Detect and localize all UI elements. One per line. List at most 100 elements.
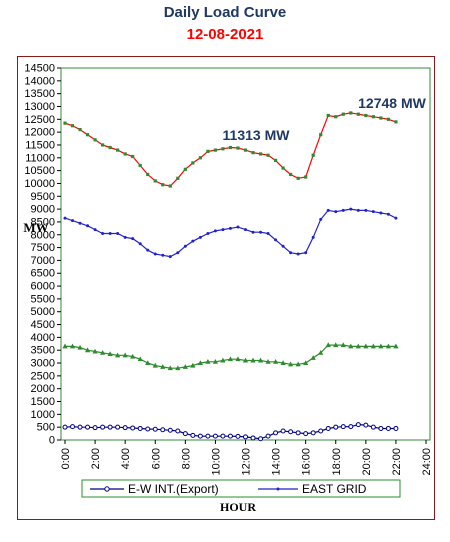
data-point	[107, 351, 113, 357]
data-point	[183, 244, 187, 248]
data-point	[190, 362, 196, 368]
data-point	[77, 424, 83, 430]
data-point	[220, 433, 226, 439]
data-point	[138, 242, 142, 246]
data-point	[265, 358, 271, 364]
chart-date: 12-08-2021	[186, 26, 264, 43]
data-point	[340, 342, 346, 348]
data-point	[183, 167, 187, 171]
data-point	[236, 146, 240, 150]
data-point	[243, 434, 248, 440]
data-point	[274, 238, 278, 242]
y-tick-label: 3000	[31, 358, 55, 370]
data-point	[310, 355, 316, 360]
data-point	[257, 357, 264, 363]
data-point	[190, 432, 196, 438]
data-point	[191, 161, 195, 165]
data-point	[288, 429, 294, 435]
y-tick-label: 2500	[31, 370, 55, 382]
y-tick-label: 7500	[31, 242, 55, 254]
data-point	[130, 425, 136, 431]
data-point	[370, 424, 376, 430]
data-point	[221, 228, 225, 232]
data-point	[348, 424, 354, 430]
x-tick-label: 16:00	[301, 448, 313, 476]
data-point	[92, 425, 98, 431]
data-point	[168, 184, 172, 188]
data-point	[212, 433, 218, 439]
data-point	[122, 352, 128, 358]
data-point	[385, 425, 391, 431]
y-tick-label: 5500	[31, 293, 55, 305]
data-point	[378, 425, 384, 431]
data-point	[311, 235, 315, 239]
y-tick-label: 10500	[24, 165, 55, 177]
data-point	[348, 343, 354, 349]
data-point	[137, 425, 143, 431]
data-point	[182, 431, 188, 437]
data-point	[325, 425, 331, 431]
data-point	[85, 424, 91, 430]
data-point	[295, 430, 301, 436]
data-point	[182, 364, 188, 369]
x-axis-label: HOUR	[220, 500, 256, 514]
data-point	[131, 154, 135, 159]
data-point	[115, 424, 121, 430]
data-point	[326, 208, 330, 212]
data-point	[116, 231, 120, 235]
data-point	[341, 112, 345, 116]
data-point	[349, 111, 353, 115]
data-point	[78, 127, 82, 132]
data-point	[288, 361, 294, 367]
data-point	[123, 235, 127, 239]
data-point	[363, 422, 369, 428]
data-point	[379, 116, 383, 120]
data-point	[340, 424, 346, 430]
data-point	[100, 349, 106, 355]
x-tick-label: 4:00	[120, 448, 132, 469]
data-point	[378, 343, 384, 349]
data-point	[152, 362, 158, 368]
data-point	[100, 424, 106, 430]
data-point	[235, 356, 241, 362]
data-point	[62, 424, 68, 430]
data-point	[356, 208, 360, 212]
data-point	[161, 183, 165, 187]
data-point	[310, 430, 316, 436]
data-point	[251, 151, 255, 155]
data-point	[93, 138, 97, 142]
data-point	[213, 229, 217, 233]
annotation-label: 11313 MW	[223, 127, 291, 143]
y-tick-label: 4500	[31, 319, 55, 331]
x-tick-label: 2:00	[90, 448, 102, 469]
data-point	[227, 356, 234, 362]
data-point	[393, 343, 399, 349]
data-point	[160, 364, 166, 369]
data-point	[63, 121, 67, 125]
data-point	[363, 343, 369, 349]
y-tick-label: 12500	[24, 114, 55, 126]
data-point	[385, 343, 391, 349]
data-point	[394, 216, 398, 220]
data-point	[304, 175, 308, 179]
data-point	[108, 231, 112, 235]
x-tick-label: 0:00	[60, 448, 72, 469]
data-point	[273, 158, 278, 162]
data-point	[167, 427, 173, 433]
data-point	[176, 176, 180, 180]
y-tick-label: 7000	[31, 255, 55, 267]
y-tick-label: 6500	[31, 268, 55, 280]
legend-label-east-grid: EAST GRID	[302, 482, 367, 496]
data-point	[175, 365, 181, 371]
data-point	[386, 212, 390, 216]
y-tick-label: 4000	[31, 332, 55, 344]
y-tick-label: 11500	[25, 139, 55, 151]
data-point	[334, 210, 338, 214]
x-tick-label: 12:00	[241, 448, 253, 476]
data-point	[303, 431, 309, 437]
data-point	[280, 428, 286, 434]
data-point	[379, 211, 383, 215]
data-point	[364, 113, 368, 118]
data-point	[213, 148, 218, 152]
data-point	[205, 433, 211, 439]
